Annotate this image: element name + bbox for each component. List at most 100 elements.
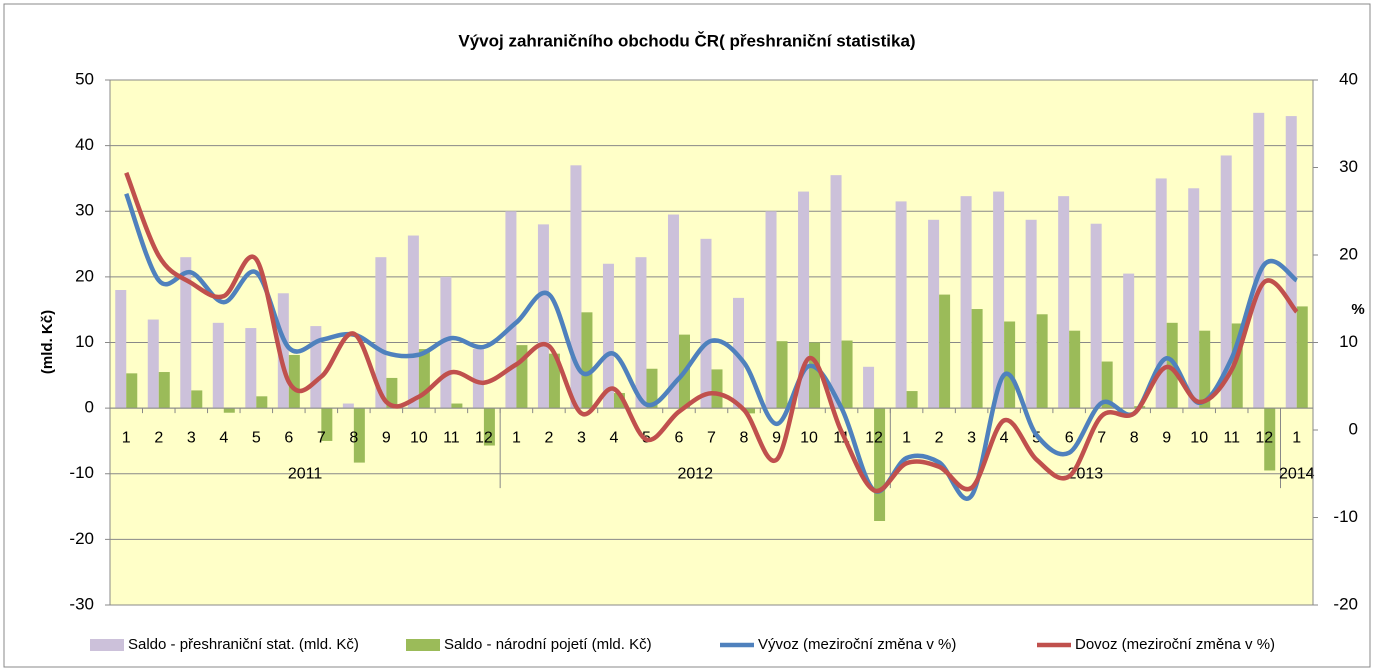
bar [570,165,582,409]
y2-tick-label: -10 [1333,507,1358,526]
bar [830,175,842,409]
bar [418,349,430,409]
line-series [124,171,1299,494]
bar [451,403,463,409]
bar [635,257,647,409]
bar [939,294,951,409]
legend-swatch [90,639,124,651]
y2-tick-label: 30 [1339,157,1358,176]
legend-label: Saldo - přeshraniční stat. (mld. Kč) [128,636,359,653]
legend-label: Saldo - národní pojetí (mld. Kč) [444,636,652,653]
x-tick-label: 3 [967,429,976,446]
bar [505,211,517,409]
bar [711,369,723,409]
x-tick-label: 8 [349,429,358,446]
bar [971,309,983,409]
bar [386,377,398,409]
bar [581,312,593,409]
y-tick-label: 10 [75,332,94,351]
bar [537,224,549,409]
x-tick-label: 11 [443,429,460,446]
bar [353,408,365,463]
x-tick-label: 12 [475,429,493,446]
x-tick-label: 1 [122,429,131,446]
bar [906,391,918,409]
y-axis-title: (mld. Kč) [39,310,56,374]
x-group-label: 2012 [677,465,713,482]
bar [1231,323,1243,409]
x-tick-label: 7 [317,429,326,446]
bar [277,293,289,409]
bar [115,290,127,409]
x-tick-label: 7 [707,429,716,446]
y2-tick-label: 20 [1339,244,1358,263]
x-group-label: 2011 [288,465,323,482]
bar [407,235,419,409]
bar [1155,178,1167,409]
x-tick-label: 6 [675,429,684,446]
bar [1296,306,1308,409]
y2-axis-title: % [1351,301,1364,318]
chart-title: Vývoj zahraničního obchodu ČR( přeshrani… [458,31,915,50]
bar [548,353,560,409]
bar [1199,330,1211,409]
bar [993,191,1005,409]
x-tick-label: 5 [252,429,261,446]
x-tick-label: 4 [610,429,619,446]
x-tick-label: 1 [902,429,911,446]
bar [667,214,679,409]
x-tick-label: 9 [382,429,391,446]
bar [613,393,625,409]
bar [700,238,712,409]
x-tick-label: 10 [800,429,818,446]
bar [841,340,853,409]
bar [310,326,322,409]
bar [245,328,257,409]
bar [223,408,235,413]
bar [895,201,907,409]
bar [342,403,354,409]
bar [147,319,159,409]
bar [1058,196,1070,409]
bar [1036,314,1048,409]
x-tick-label: 9 [1162,429,1171,446]
x-tick-label: 1 [512,429,521,446]
y-tick-label: 0 [85,398,94,417]
y2-tick-label: 40 [1339,69,1358,88]
x-tick-label: 1 [1292,429,1301,446]
x-tick-label: 10 [410,429,428,446]
bar [126,373,138,409]
bar [375,257,387,409]
bar [928,219,940,409]
x-tick-label: 6 [1065,429,1074,446]
bar [646,368,658,409]
bar [744,408,756,414]
bar [1123,273,1135,409]
bar [1285,116,1297,409]
x-tick-label: 3 [187,429,196,446]
x-group-label: 2014 [1279,465,1315,482]
x-tick-label: 6 [284,429,293,446]
bar [158,372,170,409]
bar [1253,112,1265,409]
bar [1188,188,1200,409]
y2-tick-label: -20 [1333,594,1358,613]
x-tick-label: 12 [1255,429,1273,446]
y2-tick-label: 10 [1339,332,1358,351]
y-tick-label: -30 [69,594,94,613]
bar [516,345,528,409]
bar [960,196,972,409]
bar [1166,322,1178,409]
bar [874,408,886,521]
bar [1004,321,1016,409]
x-tick-label: 2 [544,429,553,446]
y2-tick-label: 0 [1349,419,1358,438]
y-tick-label: -10 [69,463,94,482]
bar [809,342,821,409]
y-tick-label: -20 [69,529,94,548]
bar [1090,223,1102,409]
bar [472,349,484,409]
legend-label: Vývoz (meziroční změna v %) [758,636,956,653]
x-tick-label: 3 [577,429,586,446]
